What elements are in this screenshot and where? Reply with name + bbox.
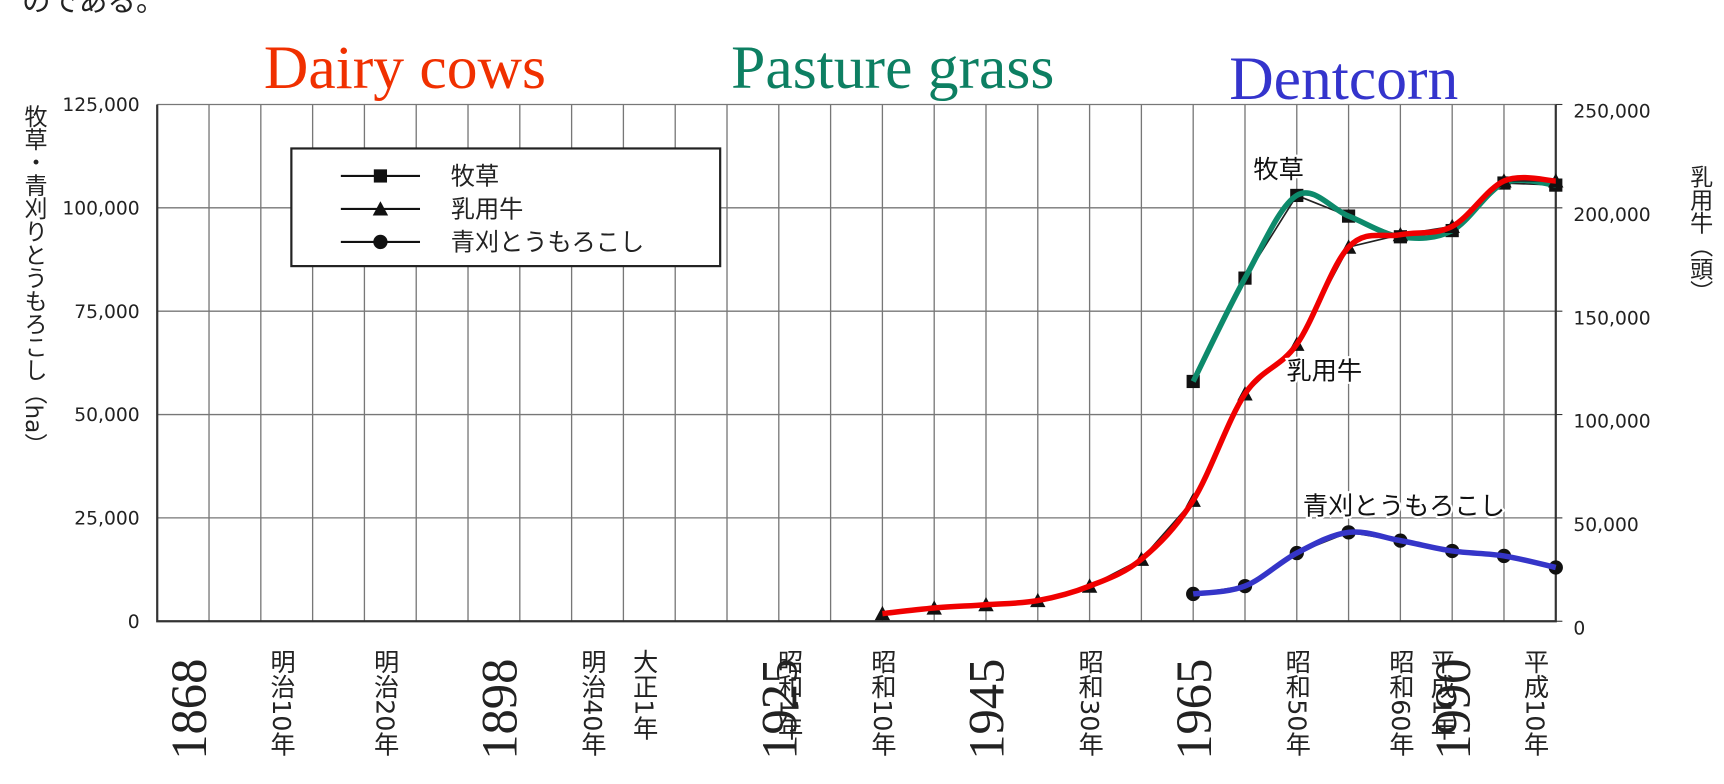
y-tick-label: 0 (128, 612, 140, 633)
x-tick-label: 平成10年 (1521, 649, 1550, 757)
top-text: のである。 (22, 0, 165, 18)
y2-tick-label: 200,000 (1573, 205, 1650, 226)
y2-tick-label: 100,000 (1573, 412, 1650, 433)
year-label: 1925 (751, 659, 807, 760)
legend-box (290, 147, 722, 268)
y2-tick-label: 50,000 (1573, 515, 1638, 536)
y-tick-label: 100,000 (62, 198, 139, 219)
legend-label: 牧草 (451, 163, 499, 191)
y-axis-label: 牧草・青刈りとうもろこし（ha） (20, 104, 48, 456)
series-label: 乳用牛 (1286, 356, 1362, 385)
x-tick-label: 昭和60年 (1386, 649, 1415, 757)
annotation: Pasture grass (731, 34, 1054, 102)
x-tick-label: 昭和10年 (868, 649, 897, 757)
series-line (882, 174, 1556, 617)
y-tick-label: 125,000 (62, 95, 139, 116)
x-tick-label: 明治20年 (371, 649, 400, 757)
legend-marker (373, 169, 388, 183)
series-label: 青刈とうもろこし (1303, 492, 1505, 521)
x-tick-label: 大正1年 (630, 649, 659, 741)
x-tick-label: 昭和1年 (775, 649, 804, 741)
y-tick-label: 75,000 (74, 302, 139, 323)
x-tick-label: 昭和30年 (1075, 649, 1104, 757)
x-tick-label: 平成1年 (1427, 649, 1456, 741)
y2-tick-label: 150,000 (1573, 308, 1650, 329)
series-line (1192, 529, 1557, 597)
series-label: 牧草 (1253, 155, 1304, 184)
x-tick-label: 昭和50年 (1282, 649, 1311, 757)
annotation: Dentcorn (1229, 45, 1458, 113)
legend-marker (373, 234, 388, 250)
legend-label: 青刈とうもろこし (451, 229, 644, 257)
legend-marker (372, 201, 389, 216)
axis-frame (156, 104, 1557, 623)
x-tick-label: 明治40年 (578, 649, 607, 757)
legend-label: 乳用牛 (451, 196, 524, 224)
y2-axis-label: 乳用牛（頭） (1686, 165, 1714, 303)
y2-tick-label: 0 (1573, 618, 1585, 639)
x-tick-label: 明治10年 (267, 649, 296, 757)
y-tick-label: 25,000 (74, 508, 139, 529)
year-label: 1945 (959, 659, 1015, 760)
year-label: 1868 (161, 659, 217, 760)
year-label: 1990 (1425, 659, 1481, 760)
y2-tick-label: 250,000 (1573, 102, 1650, 123)
year-label: 1965 (1166, 659, 1222, 760)
annotation: Dairy cows (264, 34, 546, 102)
year-label: 1898 (472, 659, 528, 760)
y-tick-label: 50,000 (74, 405, 139, 426)
